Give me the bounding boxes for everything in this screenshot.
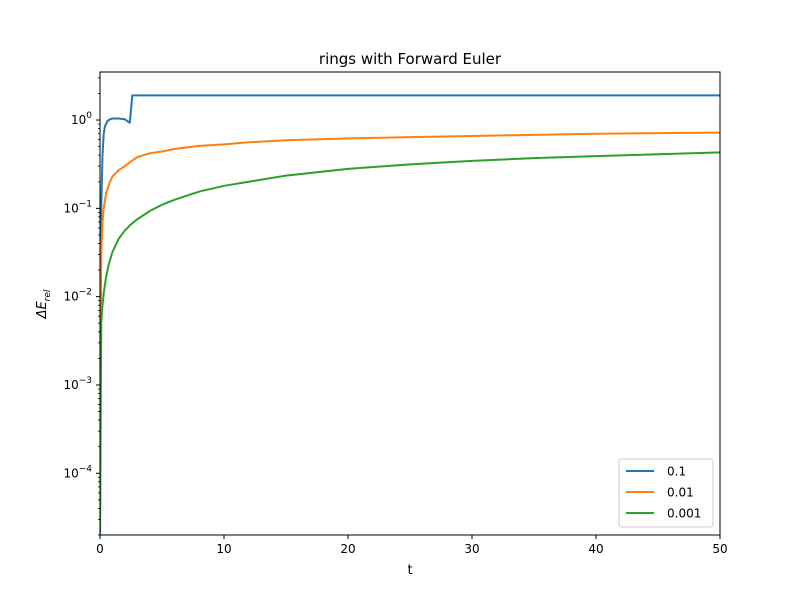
series-line-1: [100, 131, 720, 535]
legend-label-2: 0.001: [667, 507, 701, 521]
legend-label-0: 0.1: [667, 465, 686, 479]
y-axis: 10−4 10−3 10−2 10−1 100: [63, 77, 100, 536]
x-axis: 0 10 20 30 40 50: [96, 535, 728, 556]
x-tick-label: 10: [216, 542, 231, 556]
x-tick-label: 40: [588, 542, 603, 556]
y-tick-label: 10−1: [63, 199, 92, 215]
series-layer: [100, 94, 720, 535]
y-tick-label: 10−2: [63, 288, 92, 304]
x-tick-label: 20: [340, 542, 355, 556]
y-tick-label: 100: [71, 111, 92, 127]
x-axis-label: t: [407, 563, 412, 578]
y-tick-label: 10−4: [63, 464, 92, 480]
x-tick-label: 30: [464, 542, 479, 556]
legend-box: [618, 458, 714, 528]
x-tick-label: 50: [712, 542, 727, 556]
series-line-0: [100, 94, 720, 535]
y-axis-label: ΔErel: [35, 289, 53, 319]
legend-label-1: 0.01: [667, 486, 694, 500]
series-line-2: [100, 151, 720, 535]
chart-title: rings with Forward Euler: [319, 50, 502, 68]
y-axis-label-sub: rel: [43, 289, 53, 301]
x-tick-label: 0: [96, 542, 104, 556]
y-tick-label: 10−3: [63, 376, 92, 392]
legend: 0.1 0.01 0.001: [618, 458, 714, 528]
plot-frame: [99, 71, 721, 536]
plot-area: [100, 94, 720, 535]
y-axis-label-base: ΔE: [35, 301, 50, 320]
